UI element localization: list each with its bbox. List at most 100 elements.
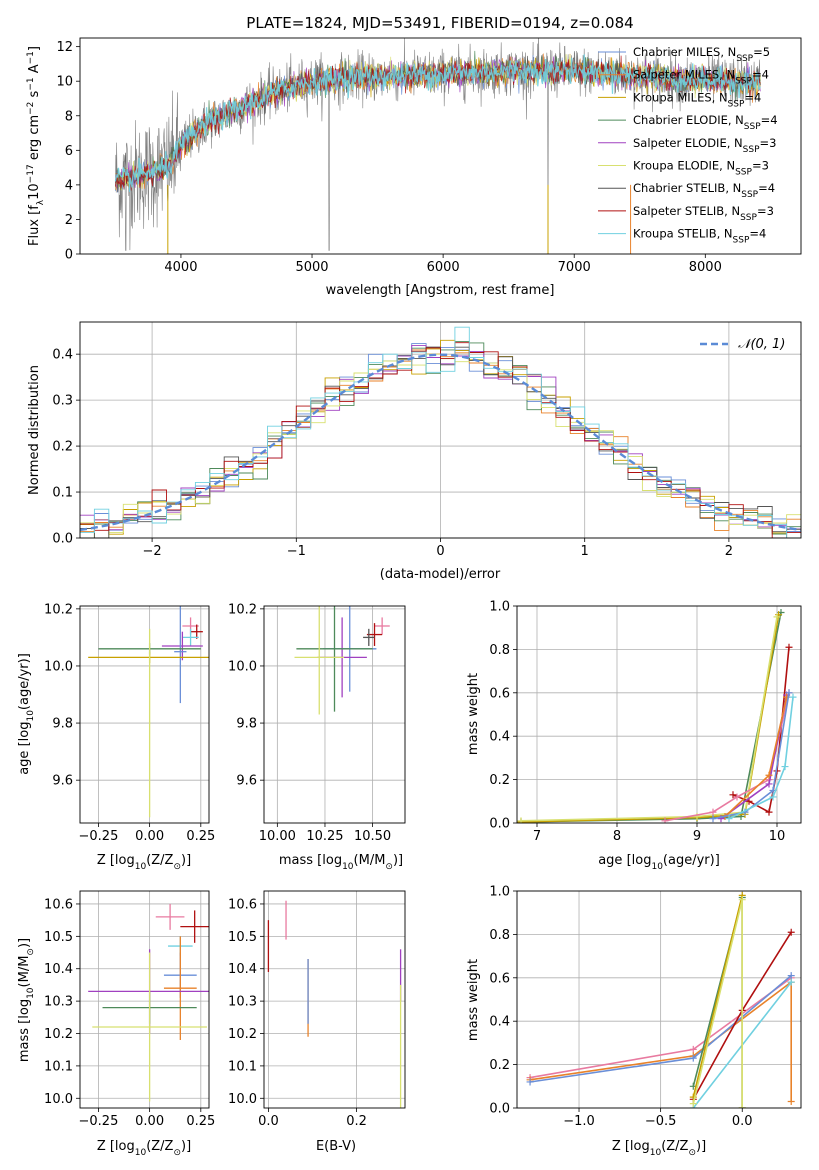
legend-entry-part: SSP (743, 145, 760, 155)
legend-entry: 𝒩(0, 1) (738, 337, 785, 352)
legend-entry-part: SSP (744, 122, 761, 132)
y-tick-label: 0.1 (52, 486, 73, 501)
x-tick-label: 8 (613, 829, 621, 844)
y-tick-label: 0.0 (489, 1102, 510, 1117)
x-tick-label: 0.0 (258, 1114, 279, 1129)
legend-entry: Chabrier MILES, NSSP=5 (633, 45, 770, 64)
weight-vs-Z-xlabel-part: ⊙ (688, 1148, 696, 1158)
legend-entry: Salpeter MILES, NSSP=4 (633, 68, 769, 87)
legend-entry: Kroupa STELIB, NSSP=4 (633, 227, 766, 246)
mass-weight-marker (765, 771, 773, 779)
y-tick-label: 4 (65, 178, 73, 193)
x-tick-label: −1 (287, 544, 306, 559)
age-vs-Z-xlabel-part: ⊙ (173, 862, 181, 872)
axes-weight-vs-Z: −1.0 −0.5 0.0 0.0 0.2 0.4 0.6 0.8 1.0 (489, 885, 802, 1129)
age-vs-Z-xlabel-part: (Z/Z (146, 853, 173, 868)
mass-weight-marker (738, 896, 746, 904)
axes-age-vs-Z: −0.25 0.00 0.25 9.6 9.8 10.0 10.2 (44, 602, 215, 844)
legend-entry-part: SSP (736, 54, 753, 64)
y-tick-label: 0.0 (489, 817, 510, 832)
age-vs-Z-xlabel-part: Z [log (97, 853, 135, 868)
y-tick-label: 10.1 (44, 1059, 73, 1074)
residual-histogram (80, 326, 801, 538)
mass-weight-marker (785, 643, 793, 651)
mass-vs-ebv-xlabel-part: E(B-V) (316, 1139, 356, 1154)
spectrum-ylabel-part: −1 (26, 77, 36, 90)
weight-vs-Z-xlabel-part: 10 (650, 1148, 662, 1158)
y-tick-label: 10.3 (44, 995, 73, 1010)
x-tick-label: 2 (725, 544, 733, 559)
x-tick-label: 7 (533, 829, 541, 844)
legend-entry: Chabrier ELODIE, NSSP=4 (633, 113, 778, 132)
mass-vs-Z-ylabel-part: (M/M (17, 956, 32, 988)
mass-vs-Z-ylabel-part: ⊙ (26, 948, 36, 956)
y-tick-label: 10.2 (44, 602, 73, 617)
age-vs-Z-xlabel-part: )] (181, 853, 191, 868)
x-tick-label: 0 (436, 544, 444, 559)
spectrum-ylabel-part: erg cm (27, 115, 42, 164)
y-tick-label: 10.5 (228, 930, 257, 945)
legend-entry-part: Kroupa MILES, N (633, 90, 728, 104)
plot-area (88, 903, 209, 1102)
y-tick-label: 1.0 (489, 885, 510, 900)
axes-weight-vs-age: 7 8 9 10 0.0 0.2 0.4 0.6 0.8 1.0 (489, 600, 802, 844)
mass-vs-Z-xlabel-part: (Z/Z (146, 1139, 173, 1154)
spectrum-ylabel-part: −1 (26, 51, 36, 64)
spectrum-ylabel-part: −2 (26, 102, 36, 115)
plot-area (88, 606, 209, 818)
spectrum-ylabel-part: Flux [f (27, 205, 42, 246)
mass-weight-marker (738, 1104, 746, 1108)
x-tick-label: 1 (581, 544, 589, 559)
legend-entry-part: =5 (753, 45, 770, 59)
mass-weight-marker (661, 817, 669, 823)
axes-age-vs-mass: 10.00 10.25 10.50 9.6 9.8 10.0 10.2 (228, 602, 406, 844)
axes-frame (79, 321, 802, 539)
age-vs-mass-xlabel-part: ⊙ (385, 862, 393, 872)
axes-frame (263, 605, 406, 824)
y-tick-label: 10.4 (228, 962, 257, 977)
y-tick-label: 10 (56, 75, 73, 90)
y-tick-label: 10.3 (228, 995, 257, 1010)
mass-weight-marker (781, 763, 789, 771)
y-tick-label: 10.0 (228, 659, 257, 674)
y-tick-label: 1.0 (489, 600, 510, 615)
y-tick-label: 10.1 (228, 1059, 257, 1074)
mass-weight-marker (787, 972, 795, 980)
x-tick-label: 9 (693, 829, 701, 844)
y-tick-label: 6 (65, 144, 73, 159)
legend-entry: Salpeter STELIB, NSSP=3 (633, 204, 774, 223)
legend-entry-part: =4 (744, 90, 761, 104)
legend-entry-part: Chabrier MILES, N (633, 45, 736, 59)
spectrum-ylabel-part: s (27, 90, 42, 101)
y-tick-label: 9.8 (52, 717, 73, 732)
mass-weight-marker (526, 1078, 534, 1086)
legend-entry-part: =3 (757, 204, 774, 218)
y-tick-label: 10.6 (44, 897, 73, 912)
residual-histogram (80, 342, 801, 538)
legend-entry-part: SSP (741, 190, 758, 200)
x-tick-label: 4000 (164, 260, 197, 275)
legend-entry-part: =3 (760, 136, 777, 150)
y-tick-label: 0 (65, 248, 73, 263)
mass-weight-marker (733, 793, 741, 801)
y-tick-label: 10.2 (44, 1027, 73, 1042)
mass-vs-Z-xlabel-part: ⊙ (173, 1148, 181, 1158)
age-vs-mass-xlabel: mass [log10(M/M⊙)] (279, 853, 403, 872)
legend-entry-part: SSP (728, 99, 745, 109)
mass-weight-marker (787, 978, 795, 986)
weight-vs-Z-xlabel: Z [log10(Z/Z⊙)] (612, 1139, 706, 1158)
mass-weight-marker (725, 815, 733, 823)
axes-frame (516, 890, 802, 1109)
mass-weight-marker (773, 613, 781, 621)
age-vs-Z-ylabel-part: 10 (26, 710, 36, 722)
y-tick-label: 10.6 (228, 897, 257, 912)
x-tick-label: 0.00 (135, 829, 164, 844)
x-tick-label: 0.00 (135, 1114, 164, 1129)
y-tick-label: 9.6 (52, 774, 73, 789)
age-vs-mass-xlabel-part: )] (393, 853, 403, 868)
y-tick-label: 10.0 (228, 1092, 257, 1107)
weight-vs-Z-xlabel-part: )] (696, 1139, 706, 1154)
y-tick-label: 10.2 (228, 602, 257, 617)
x-tick-label: 6000 (427, 260, 460, 275)
observed-spectrum (115, 38, 761, 251)
